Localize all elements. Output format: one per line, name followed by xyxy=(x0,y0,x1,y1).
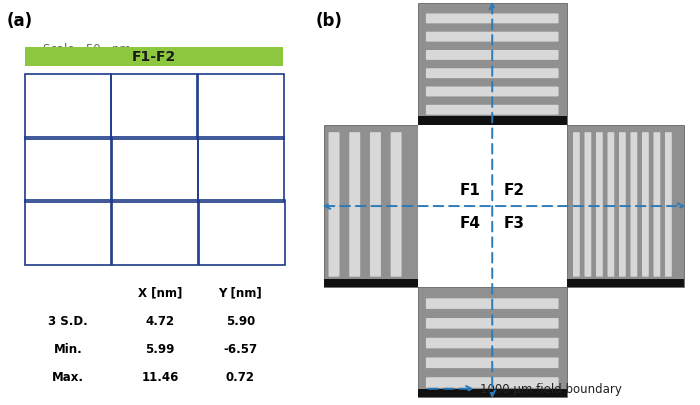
FancyBboxPatch shape xyxy=(349,133,360,277)
Text: F3: F3 xyxy=(504,215,525,230)
Text: F1: F1 xyxy=(460,183,481,198)
Bar xyxy=(25,47,284,67)
Text: Max.: Max. xyxy=(52,371,84,384)
FancyBboxPatch shape xyxy=(426,338,559,348)
Bar xyxy=(418,4,567,126)
FancyBboxPatch shape xyxy=(426,377,559,388)
FancyBboxPatch shape xyxy=(654,133,660,277)
Bar xyxy=(323,126,418,288)
FancyBboxPatch shape xyxy=(631,133,637,277)
Text: X [nm]: X [nm] xyxy=(138,286,182,298)
FancyBboxPatch shape xyxy=(426,318,559,329)
Text: (b): (b) xyxy=(316,12,343,30)
FancyBboxPatch shape xyxy=(608,133,615,277)
Text: F4: F4 xyxy=(460,215,481,230)
FancyBboxPatch shape xyxy=(642,133,649,277)
Bar xyxy=(418,117,567,126)
FancyBboxPatch shape xyxy=(328,133,339,277)
FancyBboxPatch shape xyxy=(426,298,559,309)
Text: 0.72: 0.72 xyxy=(225,371,255,384)
Bar xyxy=(112,138,198,202)
FancyBboxPatch shape xyxy=(584,133,592,277)
FancyBboxPatch shape xyxy=(426,69,559,79)
FancyBboxPatch shape xyxy=(426,106,559,115)
Bar xyxy=(25,75,111,140)
FancyBboxPatch shape xyxy=(573,133,580,277)
Text: 4.72: 4.72 xyxy=(146,314,175,327)
Bar xyxy=(198,75,284,140)
Bar xyxy=(567,279,685,288)
FancyBboxPatch shape xyxy=(619,133,626,277)
Bar xyxy=(25,138,111,202)
FancyBboxPatch shape xyxy=(370,133,381,277)
Text: Scale   50   nm: Scale 50 nm xyxy=(43,43,131,55)
Text: F1-F2: F1-F2 xyxy=(132,50,176,64)
Bar xyxy=(323,279,418,288)
Text: F2: F2 xyxy=(503,183,525,198)
Bar xyxy=(418,126,567,288)
Bar xyxy=(418,288,567,397)
Text: 5.99: 5.99 xyxy=(146,342,175,355)
Text: 11.46: 11.46 xyxy=(141,371,178,384)
Bar xyxy=(567,126,685,288)
FancyBboxPatch shape xyxy=(426,33,559,43)
Text: (a): (a) xyxy=(6,12,32,30)
Text: 3 S.D.: 3 S.D. xyxy=(48,314,88,327)
FancyBboxPatch shape xyxy=(426,15,559,24)
FancyBboxPatch shape xyxy=(426,87,559,97)
Bar xyxy=(111,75,197,140)
Bar xyxy=(112,200,198,265)
FancyBboxPatch shape xyxy=(426,51,559,61)
Text: Y [nm]: Y [nm] xyxy=(218,286,262,298)
Bar xyxy=(199,200,285,265)
Text: 5.90: 5.90 xyxy=(225,314,255,327)
FancyBboxPatch shape xyxy=(426,358,559,368)
Bar xyxy=(418,389,567,397)
Bar xyxy=(25,200,111,265)
FancyBboxPatch shape xyxy=(391,133,402,277)
Bar xyxy=(198,138,284,202)
Text: 1000 μm field boundary: 1000 μm field boundary xyxy=(480,382,622,395)
FancyBboxPatch shape xyxy=(596,133,603,277)
Text: -6.57: -6.57 xyxy=(223,342,258,355)
Text: Min.: Min. xyxy=(53,342,82,355)
FancyBboxPatch shape xyxy=(665,133,672,277)
